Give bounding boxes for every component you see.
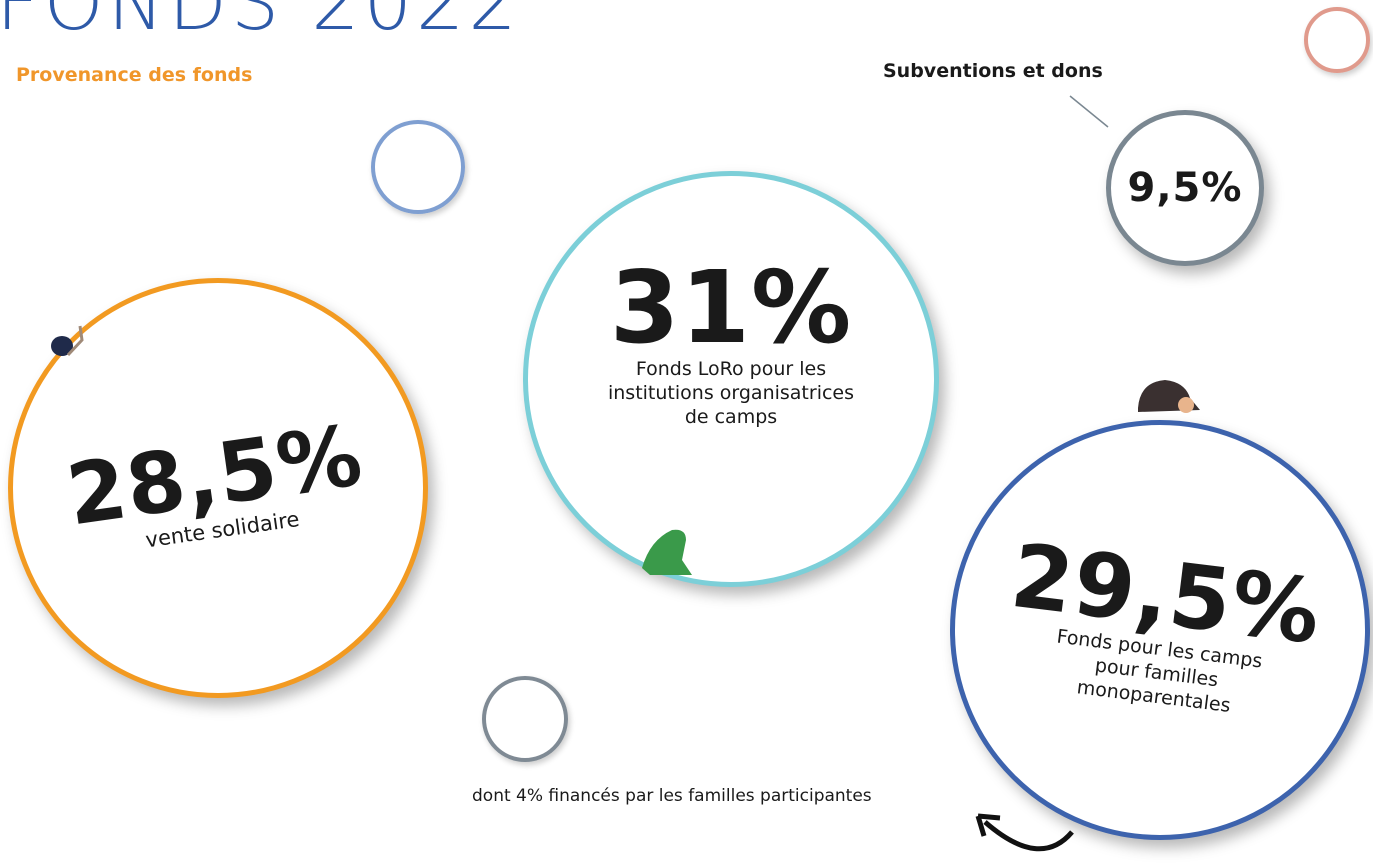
circle-vente: 28,5% vente solidaire (8, 278, 428, 698)
percent: 31% (609, 249, 853, 367)
circle-content: 28,5% vente solidaire (0, 257, 451, 740)
decor-circle (371, 120, 465, 214)
decor-circle (482, 676, 568, 762)
circle-content: 9,5% (1111, 115, 1259, 261)
circle-monoparentales: 29,5% Fonds pour les camps pour familles… (950, 420, 1370, 840)
circle-content: 31% Fonds LoRo pour les institutions org… (528, 176, 934, 582)
label: Fonds LoRo pour les institutions organis… (607, 358, 855, 428)
connector (1069, 95, 1109, 128)
percent: 9,5% (1127, 165, 1243, 211)
circle-subventions: 9,5% (1106, 110, 1264, 266)
decor-circle (1304, 7, 1370, 73)
note: dont 4% financés par les familles partic… (472, 786, 872, 806)
title: FONDS 2022 (0, 0, 521, 47)
label: Subventions et dons (883, 60, 1103, 82)
hedgehog (1138, 380, 1200, 413)
circle-content: 29,5% Fonds pour les camps pour familles… (930, 402, 1373, 865)
subtitle: Provenance des fonds (16, 64, 253, 86)
circle-loro: 31% Fonds LoRo pour les institutions org… (523, 171, 939, 587)
